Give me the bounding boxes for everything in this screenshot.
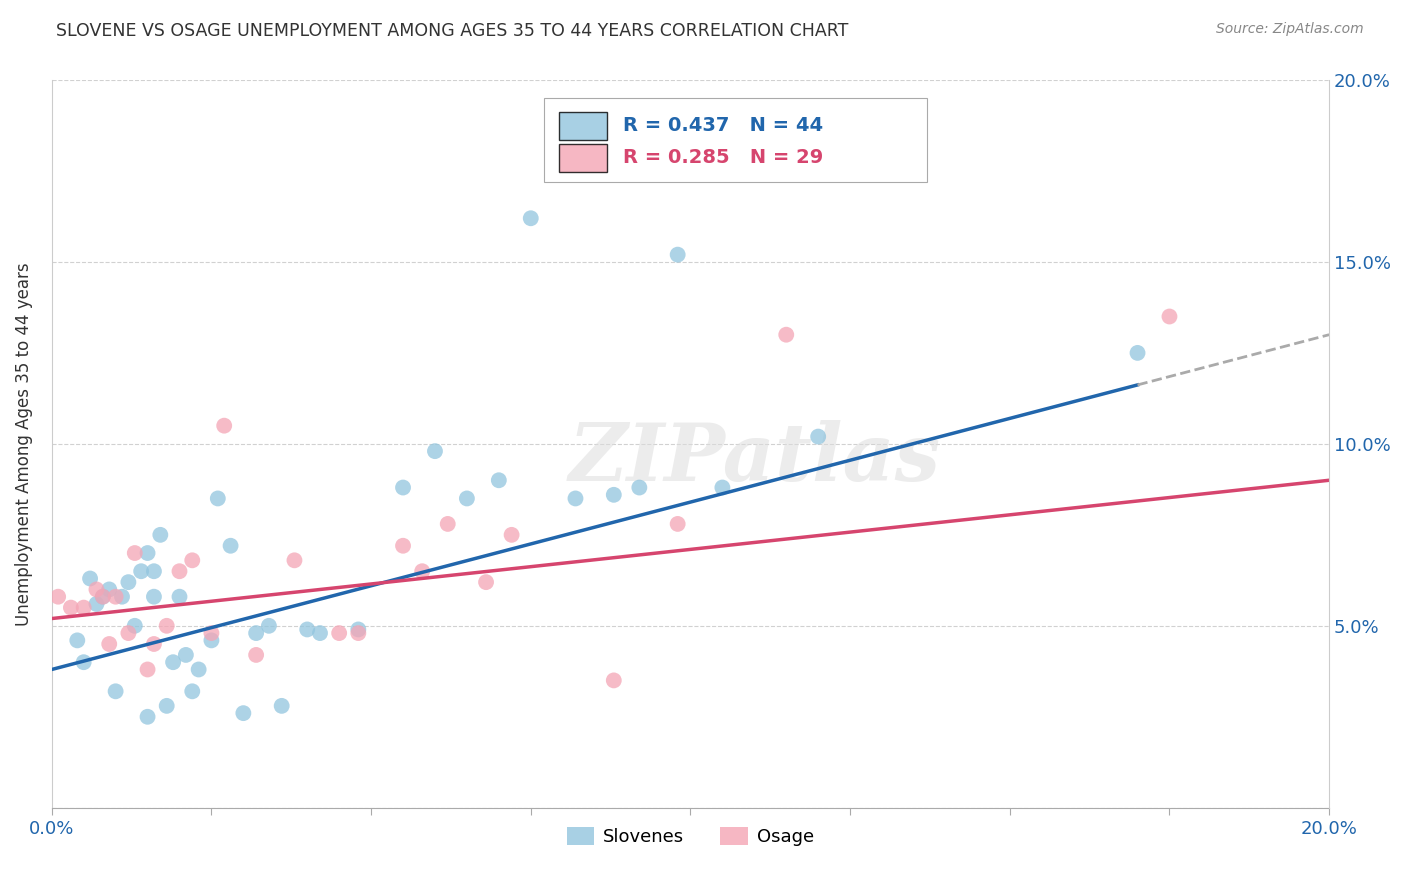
Point bbox=[136, 663, 159, 677]
Point bbox=[219, 539, 242, 553]
Point bbox=[117, 626, 139, 640]
Point bbox=[200, 626, 222, 640]
Point bbox=[297, 623, 319, 637]
Text: R = 0.285   N = 29: R = 0.285 N = 29 bbox=[623, 148, 823, 168]
Text: R = 0.437   N = 44: R = 0.437 N = 44 bbox=[623, 116, 823, 136]
Point bbox=[136, 546, 159, 560]
Point bbox=[423, 444, 446, 458]
Point bbox=[187, 663, 209, 677]
Point bbox=[628, 481, 651, 495]
Point bbox=[270, 698, 292, 713]
Point bbox=[488, 473, 510, 487]
Legend: Slovenes, Osage: Slovenes, Osage bbox=[560, 820, 821, 854]
Point bbox=[181, 684, 204, 698]
Point bbox=[104, 590, 127, 604]
Point bbox=[142, 590, 165, 604]
FancyBboxPatch shape bbox=[558, 112, 607, 140]
Point bbox=[212, 418, 235, 433]
Point bbox=[86, 597, 108, 611]
FancyBboxPatch shape bbox=[558, 144, 607, 171]
Point bbox=[66, 633, 89, 648]
Point bbox=[392, 481, 415, 495]
Point bbox=[245, 648, 267, 662]
Point bbox=[124, 619, 146, 633]
Point bbox=[98, 582, 121, 597]
Point bbox=[245, 626, 267, 640]
Point bbox=[79, 572, 101, 586]
Point bbox=[501, 528, 523, 542]
Point bbox=[232, 706, 254, 720]
Text: SLOVENE VS OSAGE UNEMPLOYMENT AMONG AGES 35 TO 44 YEARS CORRELATION CHART: SLOVENE VS OSAGE UNEMPLOYMENT AMONG AGES… bbox=[56, 22, 849, 40]
Point bbox=[156, 619, 179, 633]
Point bbox=[91, 590, 114, 604]
Point bbox=[392, 539, 415, 553]
FancyBboxPatch shape bbox=[544, 98, 927, 182]
Point bbox=[129, 564, 152, 578]
Point bbox=[807, 429, 830, 443]
Point bbox=[328, 626, 350, 640]
Point bbox=[1126, 346, 1149, 360]
Point bbox=[169, 564, 191, 578]
Point bbox=[117, 575, 139, 590]
Point bbox=[666, 516, 689, 531]
Point bbox=[181, 553, 204, 567]
Point bbox=[436, 516, 458, 531]
Point bbox=[257, 619, 280, 633]
Point bbox=[104, 684, 127, 698]
Point bbox=[124, 546, 146, 560]
Point bbox=[98, 637, 121, 651]
Point bbox=[456, 491, 478, 506]
Point bbox=[347, 626, 370, 640]
Point bbox=[207, 491, 229, 506]
Point bbox=[603, 488, 626, 502]
Point bbox=[520, 211, 543, 226]
Point bbox=[1159, 310, 1181, 324]
Point bbox=[174, 648, 197, 662]
Y-axis label: Unemployment Among Ages 35 to 44 years: Unemployment Among Ages 35 to 44 years bbox=[15, 262, 32, 625]
Point bbox=[86, 582, 108, 597]
Point bbox=[73, 655, 96, 669]
Point bbox=[46, 590, 69, 604]
Point bbox=[73, 600, 96, 615]
Point bbox=[169, 590, 191, 604]
Point bbox=[347, 623, 370, 637]
Point bbox=[666, 247, 689, 261]
Point bbox=[59, 600, 82, 615]
Point bbox=[149, 528, 172, 542]
Text: Source: ZipAtlas.com: Source: ZipAtlas.com bbox=[1216, 22, 1364, 37]
Point bbox=[283, 553, 305, 567]
Point bbox=[475, 575, 498, 590]
Point bbox=[564, 491, 586, 506]
Point bbox=[136, 710, 159, 724]
Point bbox=[142, 564, 165, 578]
Text: ZIPatlas: ZIPatlas bbox=[568, 419, 941, 497]
Point bbox=[775, 327, 797, 342]
Point bbox=[411, 564, 433, 578]
Point bbox=[156, 698, 179, 713]
Point bbox=[91, 590, 114, 604]
Point bbox=[111, 590, 134, 604]
Point bbox=[200, 633, 222, 648]
Point bbox=[142, 637, 165, 651]
Point bbox=[711, 481, 734, 495]
Point bbox=[162, 655, 184, 669]
Point bbox=[309, 626, 332, 640]
Point bbox=[603, 673, 626, 688]
